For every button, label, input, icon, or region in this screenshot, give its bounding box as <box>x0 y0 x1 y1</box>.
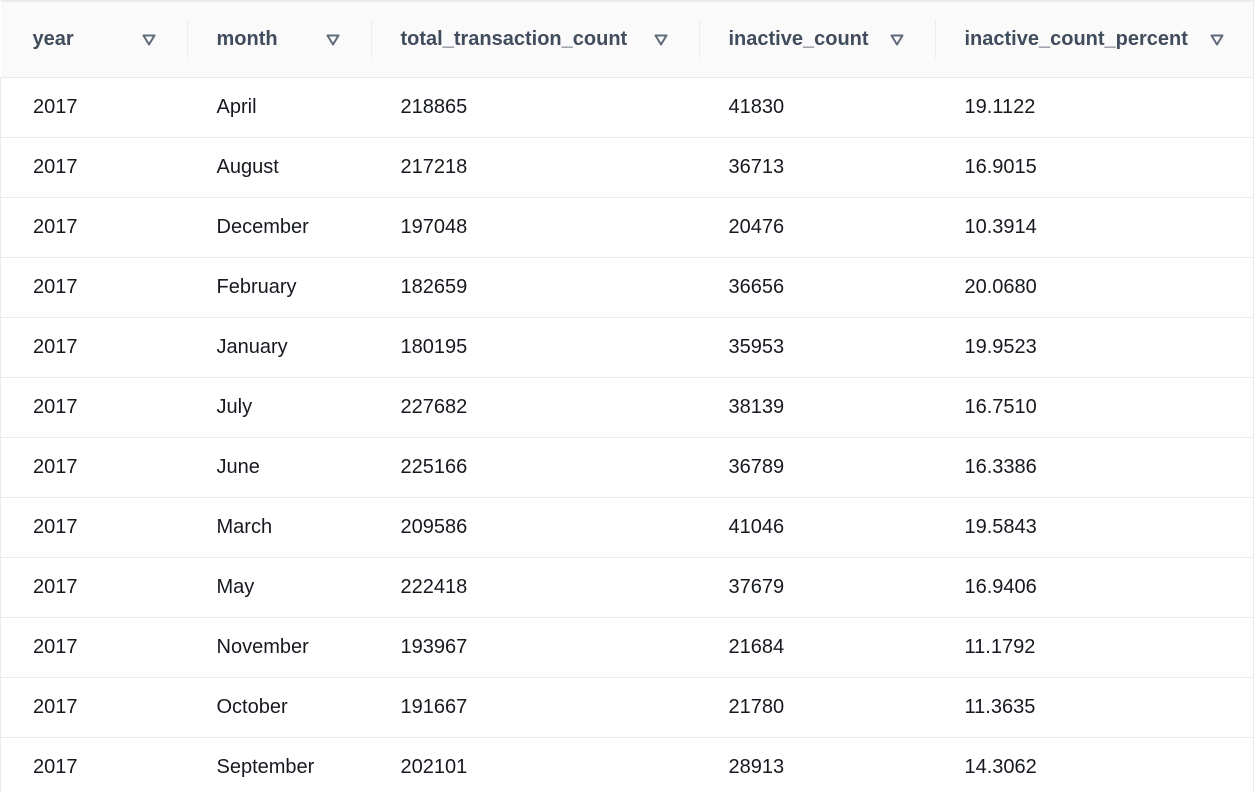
column-header-inactive-count-percent[interactable]: inactive_count_percent <box>934 0 1253 78</box>
cell-inactive-count: 38139 <box>698 377 935 438</box>
cell-month: January <box>186 317 371 378</box>
cell-total-transaction-count: 193967 <box>370 617 699 678</box>
column-header-label: inactive_count <box>728 27 869 50</box>
column-header-label: total_transaction_count <box>400 27 628 50</box>
cell-year: 2017 <box>0 377 187 438</box>
cell-year: 2017 <box>0 677 187 738</box>
cell-inactive-count: 41830 <box>698 77 935 138</box>
sort-caret-down-icon[interactable] <box>653 31 669 47</box>
cell-year: 2017 <box>0 737 187 792</box>
cell-month: November <box>186 617 371 678</box>
table-row: 2017 February 182659 36656 20.0680 <box>0 257 1253 318</box>
cell-year: 2017 <box>0 137 187 198</box>
cell-month: October <box>186 677 371 738</box>
table-row: 2017 August 217218 36713 16.9015 <box>0 137 1253 198</box>
table-row: 2017 June 225166 36789 16.3386 <box>0 437 1253 498</box>
cell-month: April <box>186 77 371 138</box>
cell-total-transaction-count: 222418 <box>370 557 699 618</box>
cell-inactive-count-percent: 11.1792 <box>934 617 1253 678</box>
cell-inactive-count-percent: 19.1122 <box>934 77 1253 138</box>
header-row: year month total_transaction_count inactive… <box>0 0 1253 78</box>
cell-inactive-count: 21684 <box>698 617 935 678</box>
cell-year: 2017 <box>0 77 187 138</box>
cell-inactive-count: 28913 <box>698 737 935 792</box>
cell-inactive-count-percent: 19.5843 <box>934 497 1253 558</box>
table-row: 2017 May 222418 37679 16.9406 <box>0 557 1253 618</box>
cell-total-transaction-count: 218865 <box>370 77 699 138</box>
cell-year: 2017 <box>0 617 187 678</box>
table-row: 2017 March 209586 41046 19.5843 <box>0 497 1253 558</box>
cell-inactive-count-percent: 16.7510 <box>934 377 1253 438</box>
cell-month: May <box>186 557 371 618</box>
column-header-month[interactable]: month <box>186 0 371 78</box>
cell-total-transaction-count: 209586 <box>370 497 699 558</box>
sort-caret-down-icon[interactable] <box>1209 31 1225 47</box>
cell-inactive-count: 36713 <box>698 137 935 198</box>
sort-caret-down-icon[interactable] <box>141 31 157 47</box>
cell-total-transaction-count: 182659 <box>370 257 699 318</box>
cell-total-transaction-count: 197048 <box>370 197 699 258</box>
cell-total-transaction-count: 202101 <box>370 737 699 792</box>
table-row: 2017 April 218865 41830 19.1122 <box>0 77 1253 138</box>
cell-month: June <box>186 437 371 498</box>
column-header-total-transaction-count[interactable]: total_transaction_count <box>370 0 699 78</box>
cell-year: 2017 <box>0 197 187 258</box>
cell-inactive-count: 35953 <box>698 317 935 378</box>
table-row: 2017 November 193967 21684 11.1792 <box>0 617 1253 678</box>
table-row: 2017 December 197048 20476 10.3914 <box>0 197 1253 258</box>
cell-total-transaction-count: 217218 <box>370 137 699 198</box>
cell-inactive-count: 36656 <box>698 257 935 318</box>
cell-inactive-count: 36789 <box>698 437 935 498</box>
column-header-year[interactable]: year <box>0 0 187 78</box>
cell-inactive-count-percent: 19.9523 <box>934 317 1253 378</box>
cell-inactive-count-percent: 16.3386 <box>934 437 1253 498</box>
cell-inactive-count-percent: 16.9015 <box>934 137 1253 198</box>
cell-total-transaction-count: 227682 <box>370 377 699 438</box>
cell-inactive-count: 37679 <box>698 557 935 618</box>
table-row: 2017 September 202101 28913 14.3062 <box>0 737 1253 792</box>
cell-year: 2017 <box>0 497 187 558</box>
cell-month: August <box>186 137 371 198</box>
cell-inactive-count-percent: 11.3635 <box>934 677 1253 738</box>
cell-month: March <box>186 497 371 558</box>
column-header-label: inactive_count_percent <box>964 27 1188 50</box>
cell-inactive-count-percent: 20.0680 <box>934 257 1253 318</box>
sort-caret-down-icon[interactable] <box>325 31 341 47</box>
column-divider[interactable] <box>370 20 372 58</box>
column-header-label: year <box>32 27 74 50</box>
cell-year: 2017 <box>0 257 187 318</box>
cell-inactive-count: 21780 <box>698 677 935 738</box>
cell-inactive-count-percent: 10.3914 <box>934 197 1253 258</box>
table-row: 2017 October 191667 21780 11.3635 <box>0 677 1253 738</box>
cell-month: September <box>186 737 371 792</box>
cell-month: February <box>186 257 371 318</box>
cell-total-transaction-count: 225166 <box>370 437 699 498</box>
table-row: 2017 July 227682 38139 16.7510 <box>0 377 1253 438</box>
cell-inactive-count: 41046 <box>698 497 935 558</box>
sort-caret-down-icon[interactable] <box>889 31 905 47</box>
scroll-edge <box>1254 0 1260 792</box>
cell-month: July <box>186 377 371 438</box>
cell-inactive-count-percent: 14.3062 <box>934 737 1253 792</box>
cell-total-transaction-count: 180195 <box>370 317 699 378</box>
cell-year: 2017 <box>0 317 187 378</box>
table-header: year month total_transaction_count inactive… <box>0 0 1253 78</box>
cell-inactive-count-percent: 16.9406 <box>934 557 1253 618</box>
cell-year: 2017 <box>0 557 187 618</box>
column-header-inactive-count[interactable]: inactive_count <box>698 0 935 78</box>
table-row: 2017 January 180195 35953 19.9523 <box>0 317 1253 378</box>
cell-year: 2017 <box>0 437 187 498</box>
column-divider[interactable] <box>934 20 936 58</box>
column-divider[interactable] <box>186 20 188 58</box>
column-divider[interactable] <box>698 20 700 58</box>
cell-month: December <box>186 197 371 258</box>
cell-total-transaction-count: 191667 <box>370 677 699 738</box>
table-body: 2017 April 218865 41830 19.1122 2017 August 217… <box>0 77 1253 792</box>
cell-inactive-count: 20476 <box>698 197 935 258</box>
column-header-label: month <box>216 27 278 50</box>
